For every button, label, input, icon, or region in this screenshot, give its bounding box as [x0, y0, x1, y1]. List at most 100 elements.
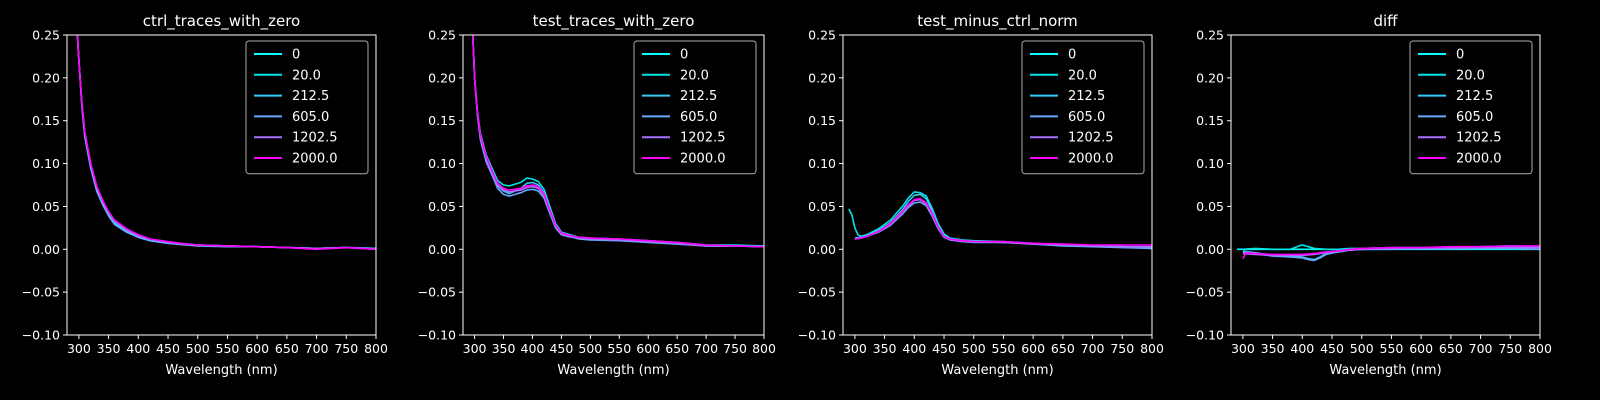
chart-title: test_traces_with_zero	[533, 12, 695, 31]
y-tick-label: 0.25	[32, 28, 60, 43]
series-line-5	[76, 35, 376, 251]
x-tick-label: 800	[752, 341, 776, 356]
x-tick-label: 300	[463, 341, 487, 356]
legend-label: 0	[1456, 48, 1464, 63]
x-tick-label: 450	[156, 341, 180, 356]
axes-frame	[1230, 34, 1541, 336]
legend-label: 20.0	[1456, 68, 1485, 83]
y-tick-label: 0.00	[32, 242, 60, 257]
legend-label: 0	[292, 48, 300, 63]
chart-panel-2: 300 350 400 450 500 550 600 650 700 750 800 −0.10 −0…	[798, 12, 1164, 378]
x-tick-label: 400	[126, 341, 150, 356]
y-tick-label: 0.20	[32, 70, 60, 85]
chart-title: ctrl_traces_with_zero	[143, 12, 300, 31]
x-tick-label: 600	[1021, 341, 1045, 356]
x-tick-label: 650	[1051, 341, 1075, 356]
plot-area	[848, 191, 1152, 250]
y-tick-label: 0.10	[428, 156, 456, 171]
x-tick-label: 750	[334, 341, 358, 356]
y-tick-label: 0.25	[428, 28, 456, 43]
x-tick-label: 700	[305, 341, 329, 356]
x-tick-label: 300	[67, 341, 91, 356]
legend-label: 1202.5	[292, 131, 338, 146]
y-tick-label: 0.00	[1196, 242, 1224, 257]
legend-label: 20.0	[1068, 68, 1097, 83]
legend-label: 1202.5	[680, 131, 726, 146]
x-tick-label: 550	[607, 341, 631, 356]
legend: 0 20.0 212.5 605.0 1202.5 2000.0	[633, 40, 757, 175]
x-tick-label: 800	[1528, 341, 1552, 356]
x-tick-label: 450	[549, 341, 573, 356]
legend-label: 2000.0	[292, 152, 338, 167]
x-tick-label: 500	[578, 341, 602, 356]
y-tick-label: −0.10	[418, 328, 456, 343]
x-tick-label: 300	[1231, 341, 1255, 356]
x-tick-label: 750	[1498, 341, 1522, 356]
legend-label: 0	[680, 48, 688, 63]
y-tick-label: 0.10	[1196, 156, 1224, 171]
x-tick-label: 350	[492, 341, 516, 356]
x-axis-label: Wavelength (nm)	[941, 363, 1053, 378]
legend-label: 2000.0	[680, 152, 726, 167]
legend-label: 1202.5	[1456, 131, 1502, 146]
chart-panel-0: 300 350 400 450 500 550 600 650 700 750 800 −0.10 −0…	[22, 12, 388, 378]
x-tick-label: 600	[245, 341, 269, 356]
y-tick-label: 0.20	[808, 70, 836, 85]
legend-label: 605.0	[680, 110, 717, 125]
y-tick-label: −0.10	[1186, 328, 1224, 343]
x-tick-label: 350	[97, 341, 121, 356]
x-tick-label: 500	[962, 341, 986, 356]
plot-area	[1236, 244, 1540, 262]
x-tick-label: 400	[902, 341, 926, 356]
chart-title: test_minus_ctrl_norm	[917, 12, 1078, 31]
plot-area	[76, 35, 376, 251]
legend-label: 0	[1068, 48, 1076, 63]
x-tick-label: 550	[216, 341, 240, 356]
chart-panel-1: 300 350 400 450 500 550 600 650 700 750 800 −0.10 −0…	[418, 12, 776, 378]
series-line-4	[854, 198, 1152, 248]
x-axis-label: Wavelength (nm)	[165, 363, 277, 378]
y-tick-label: 0.15	[32, 113, 60, 128]
x-axis-label: Wavelength (nm)	[1329, 363, 1441, 378]
x-tick-label: 700	[694, 341, 718, 356]
legend-label: 20.0	[680, 68, 709, 83]
x-tick-label: 350	[873, 341, 897, 356]
legend: 0 20.0 212.5 605.0 1202.5 2000.0	[245, 40, 369, 175]
legend-label: 20.0	[292, 68, 321, 83]
x-tick-label: 700	[1081, 341, 1105, 356]
y-tick-label: −0.05	[1186, 285, 1224, 300]
legend-label: 2000.0	[1068, 152, 1114, 167]
legend: 0 20.0 212.5 605.0 1202.5 2000.0	[1409, 40, 1533, 175]
x-tick-label: 550	[992, 341, 1016, 356]
x-tick-label: 650	[1439, 341, 1463, 356]
legend-label: 212.5	[680, 89, 717, 104]
legend-label: 605.0	[292, 110, 329, 125]
x-tick-label: 400	[521, 341, 545, 356]
chart-panel-3: 300 350 400 450 500 550 600 650 700 750 800 −0.10 −0…	[1186, 12, 1552, 378]
x-tick-label: 800	[1140, 341, 1164, 356]
legend-label: 2000.0	[1456, 152, 1502, 167]
y-tick-label: −0.10	[798, 328, 836, 343]
x-tick-label: 600	[1409, 341, 1433, 356]
x-tick-label: 300	[843, 341, 867, 356]
chart-title: diff	[1373, 12, 1398, 30]
legend-label: 605.0	[1456, 110, 1493, 125]
legend-label: 212.5	[292, 89, 329, 104]
legend: 0 20.0 212.5 605.0 1202.5 2000.0	[1021, 40, 1145, 175]
x-tick-label: 600	[636, 341, 660, 356]
series-line-2	[854, 193, 1152, 250]
y-tick-label: 0.00	[808, 242, 836, 257]
y-tick-label: 0.05	[808, 199, 836, 214]
y-tick-label: 0.10	[808, 156, 836, 171]
x-tick-label: 550	[1380, 341, 1404, 356]
y-tick-label: 0.15	[808, 113, 836, 128]
y-tick-label: 0.05	[1196, 199, 1224, 214]
x-tick-label: 650	[665, 341, 689, 356]
x-tick-label: 700	[1469, 341, 1493, 356]
x-tick-label: 450	[1320, 341, 1344, 356]
y-tick-label: −0.05	[418, 285, 456, 300]
axes-frame	[462, 34, 765, 336]
x-tick-label: 500	[1350, 341, 1374, 356]
axes-frame	[66, 34, 377, 336]
y-tick-label: 0.10	[32, 156, 60, 171]
